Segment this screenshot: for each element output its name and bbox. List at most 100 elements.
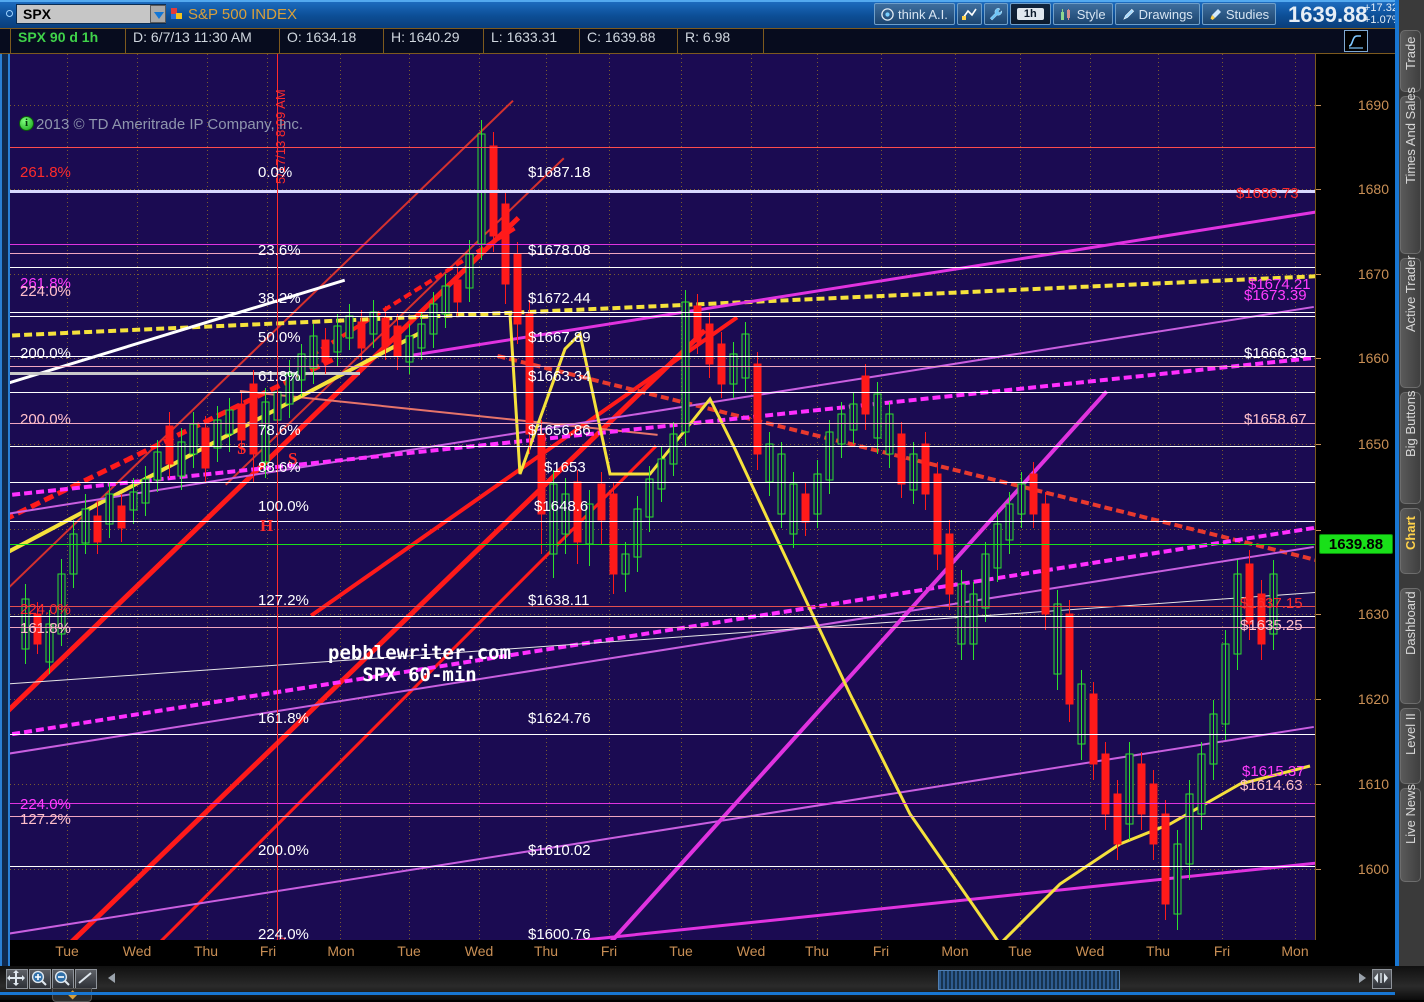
sidebar-tab-trade[interactable]: Trade (1400, 30, 1421, 92)
bottom-toolbar: ◆ (0, 966, 1424, 1002)
expand-horizontal-icon (1374, 973, 1388, 983)
think-ai-button[interactable]: think A.I. (874, 3, 955, 25)
horizontal-scrollbar-thumb[interactable] (938, 970, 1120, 990)
level-line-white (10, 312, 1315, 313)
timeframe-button[interactable]: 1h (1009, 3, 1051, 25)
info-icon-glyph: i (25, 117, 29, 129)
chart-plot-area[interactable]: 5/17/13 8:09 AM 88.6% H S S 261.8% 261.8… (10, 54, 1315, 940)
right-price-label: $1637.15 (1240, 595, 1303, 612)
symbol-description: S&P 500 INDEX (188, 6, 297, 23)
sidebar-tab-dashboard[interactable]: Dashboard (1400, 588, 1421, 704)
level-line-white (10, 734, 1315, 735)
right-price-label: $1666.39 (1244, 345, 1307, 362)
sidebar-tab-active-trader[interactable]: Active Trader (1400, 255, 1421, 388)
line-tool-icon (78, 972, 92, 984)
link-swatch-blue (171, 14, 176, 19)
studies-button[interactable]: Studies (1201, 3, 1277, 25)
level-line-white (10, 356, 1315, 357)
marker-s-2: S (288, 449, 298, 468)
sidebar-tab-level-ii[interactable]: Level II (1400, 708, 1421, 784)
level-line-magenta (10, 244, 1315, 245)
scroll-both-button[interactable] (1372, 969, 1392, 989)
day-label: Mon (941, 943, 969, 959)
price-tick-label: 1690 (1357, 97, 1389, 113)
chart-type-button[interactable] (956, 3, 982, 25)
day-label: Tue (1008, 943, 1032, 959)
level-line-white (10, 267, 1315, 268)
style-icon (1060, 8, 1070, 20)
level-line-pink (10, 816, 1315, 817)
think-ai-label: think A.I. (898, 6, 948, 22)
info-open: O: 1634.18 (280, 29, 384, 53)
candlestick-icon (961, 8, 977, 20)
scroll-left-button[interactable] (104, 969, 118, 989)
time-axis[interactable]: Tue Wed Thu Fri Mon Tue Wed Thu Fri Tue … (10, 940, 1395, 966)
fib-label-left: 224.0% (20, 283, 71, 300)
link-swatch-red (171, 8, 177, 14)
candlestick-series (21, 120, 1278, 930)
symbol-input[interactable]: SPX (16, 4, 166, 24)
sidebar-tab-label: Trade (1403, 36, 1418, 70)
grid-line-h (10, 784, 1315, 785)
sidebar-tab-big-buttons[interactable]: Big Buttons (1400, 391, 1421, 504)
style-button[interactable]: Style (1052, 3, 1113, 25)
zoom-in-button[interactable] (29, 969, 51, 989)
pan-tool-button[interactable] (6, 969, 28, 989)
copyright-text: 2013 © TD Ameritrade IP Company, Inc. (36, 116, 304, 133)
move-icon (7, 970, 25, 986)
draw-line-button[interactable] (75, 969, 97, 989)
trendline-grey (10, 372, 360, 375)
pencil-icon (1122, 8, 1134, 20)
grid-line-v (1222, 54, 1223, 940)
fib-pct-center: 38.2% (258, 290, 301, 307)
fib-pct-center: 224.0% (258, 926, 309, 940)
fib-label-left: 200.0% (20, 411, 71, 428)
watermark-line-2: SPX 60-min (362, 664, 477, 686)
left-edge-strip (0, 54, 10, 966)
level-line-white (10, 866, 1315, 867)
price-tick-label: 1670 (1357, 266, 1389, 282)
sidebar-tab-chart[interactable]: Chart (1400, 508, 1421, 574)
fib-price-center: $1624.76 (528, 710, 591, 727)
level-line-red (10, 147, 1315, 148)
day-label: Fri (259, 943, 277, 959)
grid-line-v (340, 54, 341, 940)
grid-line-h (10, 699, 1315, 700)
zoom-out-icon (54, 970, 70, 986)
level-line-white (10, 446, 1315, 447)
link-indicator-icon[interactable] (6, 10, 13, 17)
grid-line-v (409, 54, 410, 940)
grid-line-h (10, 444, 1315, 445)
zoom-in-icon (31, 970, 47, 986)
day-label: Tue (55, 943, 79, 959)
grid-line-v (751, 54, 752, 940)
drawings-button[interactable]: Drawings (1114, 3, 1200, 25)
sidebar-tab-live-news[interactable]: Live News (1400, 784, 1421, 882)
price-axis[interactable]: 1690 1680 1670 1660 1650 1630 1620 1610 … (1315, 54, 1395, 940)
right-price-label: $1673.39 (1244, 287, 1307, 304)
info-icon[interactable]: i (19, 116, 34, 131)
symbol-dropdown-icon[interactable] (150, 5, 166, 23)
sidebar-tab-label: Active Trader (1403, 255, 1418, 332)
day-label: Wed (1075, 943, 1105, 959)
grid-line-v (546, 54, 547, 940)
chart-toolbar: think A.I. 1h Style (874, 3, 1277, 25)
grid-line-v (67, 54, 68, 940)
chart-settings-button[interactable] (983, 3, 1008, 25)
fib-label-left: 261.8% (20, 164, 71, 181)
fib-pct-center: 100.0% (258, 498, 309, 515)
last-price-line (10, 544, 1315, 545)
right-price-label: $1686.73 (1236, 185, 1299, 202)
think-ai-icon (881, 7, 894, 21)
curve-icon (1348, 35, 1363, 49)
link-color-icon[interactable] (171, 8, 183, 20)
sidebar-tab-times-and-sales[interactable]: Times And Sales (1400, 87, 1421, 254)
scroll-right-button[interactable] (1355, 969, 1369, 989)
price-tick-label: 1600 (1357, 861, 1389, 877)
fib-pct-center: 50.0% (258, 329, 301, 346)
info-range: R: 6.98 (678, 29, 764, 53)
chart-expand-button[interactable] (1344, 30, 1368, 52)
grid-line-v (1295, 54, 1296, 940)
zoom-out-button[interactable] (52, 969, 74, 989)
level-line-pink (10, 366, 1315, 367)
